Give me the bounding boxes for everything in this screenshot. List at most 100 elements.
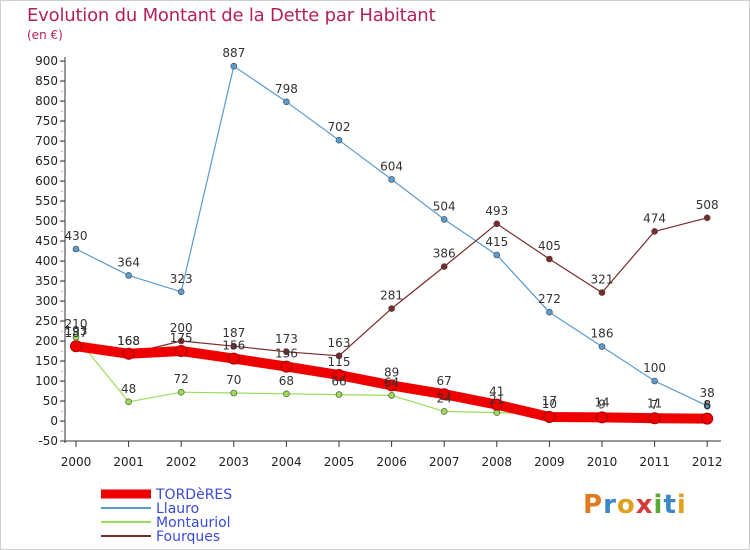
- data-point: [177, 288, 185, 296]
- data-point: [335, 136, 343, 144]
- data-point: [701, 412, 714, 425]
- x-tick-label: 2007: [429, 455, 460, 469]
- y-tick-label: 300: [35, 294, 58, 308]
- data-label: 604: [380, 159, 403, 173]
- data-label: 175: [170, 331, 193, 345]
- data-label: 21: [489, 393, 504, 407]
- y-tick-label: 100: [35, 374, 58, 388]
- data-label: 187: [65, 326, 88, 340]
- y-tick-label: 200: [35, 334, 58, 348]
- data-label: 41: [489, 385, 504, 399]
- data-point: [385, 379, 398, 392]
- data-label: 386: [433, 247, 456, 261]
- data-point: [283, 98, 290, 106]
- data-label: 66: [331, 375, 346, 389]
- logo-letter: P: [583, 490, 604, 520]
- legend-label: Llauro: [156, 501, 199, 517]
- y-tick-label: -50: [38, 434, 58, 448]
- data-label: 115: [328, 355, 351, 369]
- y-tick-label: 750: [35, 114, 58, 128]
- data-label: 14: [594, 395, 609, 409]
- data-label: 10: [542, 397, 557, 411]
- data-label: 702: [328, 120, 351, 134]
- data-label: 64: [384, 375, 399, 389]
- data-point: [227, 352, 240, 365]
- logo-letter: r: [603, 490, 617, 520]
- data-label: 415: [485, 235, 508, 249]
- data-point: [175, 345, 188, 357]
- data-point: [335, 391, 343, 398]
- data-point: [122, 347, 135, 360]
- data-point: [388, 176, 395, 183]
- x-tick-label: 2012: [692, 455, 723, 469]
- data-point: [388, 392, 395, 399]
- y-tick-label: 650: [35, 154, 58, 168]
- legend-label: Montauriol: [156, 515, 231, 531]
- data-label: 24: [437, 391, 452, 405]
- data-point: [177, 337, 185, 345]
- data-point: [72, 333, 80, 341]
- data-label: 100: [643, 361, 666, 375]
- y-tick-label: 150: [35, 354, 58, 368]
- y-tick-label: 0: [50, 414, 58, 428]
- data-label: 7: [651, 398, 659, 412]
- x-tick-label: 2001: [113, 455, 144, 469]
- x-tick-label: 2006: [376, 455, 407, 469]
- data-label: 68: [279, 374, 294, 388]
- x-tick-label: 2004: [271, 455, 302, 469]
- data-label: 193: [65, 324, 88, 338]
- data-label: 281: [380, 289, 403, 303]
- data-label: 186: [591, 327, 614, 341]
- data-label: 272: [538, 292, 561, 306]
- x-tick-label: 2011: [639, 455, 670, 469]
- data-point: [230, 389, 238, 397]
- data-label: 168: [117, 334, 140, 348]
- data-point: [440, 263, 448, 270]
- logo-letter: i: [676, 490, 687, 520]
- data-label: 89: [384, 365, 399, 379]
- data-point: [493, 251, 501, 259]
- data-label: 187: [222, 326, 245, 340]
- logo-letter: i: [653, 490, 664, 520]
- data-label: 364: [117, 255, 140, 269]
- data-label: 405: [538, 239, 561, 253]
- data-label: 48: [121, 382, 136, 396]
- y-tick-label: 50: [43, 394, 58, 408]
- y-tick-label: 700: [35, 134, 58, 148]
- data-point: [490, 398, 503, 411]
- data-label: 504: [433, 199, 456, 213]
- x-tick-label: 2010: [587, 455, 618, 469]
- data-point: [280, 360, 293, 373]
- data-label: 38: [700, 386, 715, 400]
- data-label: 508: [696, 198, 719, 212]
- data-label: 136: [275, 347, 298, 361]
- data-point: [546, 308, 553, 316]
- data-point: [596, 411, 608, 424]
- data-point: [648, 412, 661, 425]
- y-tick-label: 250: [35, 314, 58, 328]
- data-label: 323: [170, 272, 193, 286]
- data-label: 163: [328, 336, 351, 350]
- data-point: [125, 398, 132, 406]
- data-label: 156: [222, 339, 245, 353]
- data-point: [598, 289, 606, 296]
- x-tick-label: 2008: [482, 455, 513, 469]
- data-point: [703, 402, 711, 410]
- data-label: 6: [703, 399, 711, 413]
- y-tick-label: 850: [35, 74, 58, 88]
- logo-letter: x: [635, 490, 654, 520]
- chart-title: Evolution du Montant de la Dette par Hab…: [27, 5, 436, 26]
- y-tick-label: 400: [35, 254, 58, 268]
- data-point: [177, 388, 185, 396]
- data-point: [70, 340, 82, 353]
- x-tick-label: 2002: [166, 455, 197, 469]
- y-tick-label: 900: [35, 54, 58, 68]
- legend-label: TORDèRES: [155, 487, 232, 503]
- data-point: [388, 305, 395, 312]
- data-label: 11: [647, 397, 662, 411]
- y-tick-label: 800: [35, 94, 58, 108]
- x-tick-label: 2005: [324, 455, 355, 469]
- data-point: [598, 343, 606, 350]
